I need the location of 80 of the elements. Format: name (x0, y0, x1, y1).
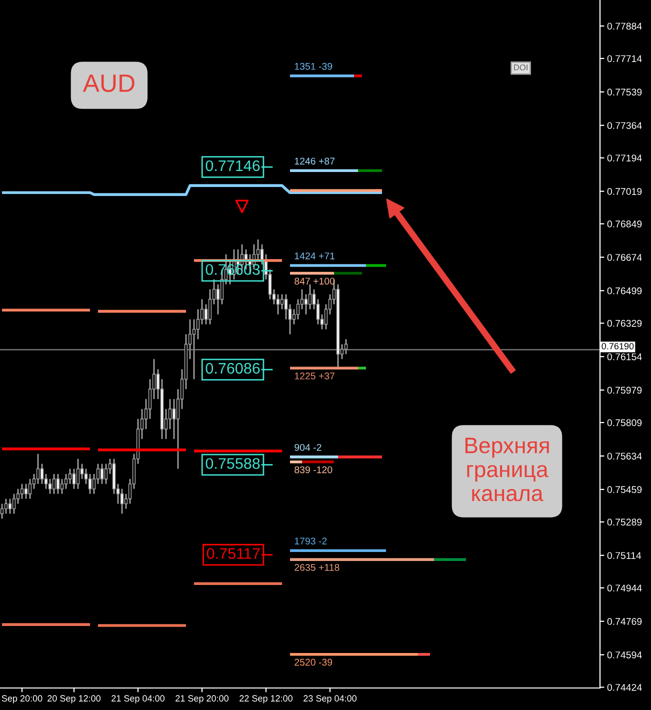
candlestick (172, 398, 176, 440)
annotation: AUD (82, 74, 134, 92)
series-label: 2520 -39 (294, 658, 332, 666)
y-tick-label: 0.76154 (607, 353, 642, 360)
candlestick (304, 294, 308, 316)
y-tick-label: 0.77364 (607, 122, 642, 129)
candlestick (344, 338, 348, 355)
y-tick-label: 0.75289 (607, 518, 642, 526)
candlestick (308, 284, 312, 310)
x-tick-label: 21 Sep 20:00 (176, 695, 229, 704)
candlestick (120, 488, 124, 514)
x-tick-label: Sep 20:00 (2, 695, 42, 704)
candlestick (12, 493, 16, 514)
candlestick (68, 468, 72, 485)
series-label: 1424 +71 (294, 252, 335, 260)
y-tick-label: 0.77884 (607, 22, 642, 30)
candlestick (200, 298, 204, 326)
candlestick (52, 473, 56, 495)
series-label: 1351 -39 (294, 62, 332, 70)
ref-line-label: 0.77146 (206, 160, 260, 172)
candlestick (8, 498, 12, 514)
y-tick-label: 0.77714 (607, 55, 642, 62)
y-tick-label: 0.76329 (607, 320, 642, 327)
annotation: Верхняя граница канала (465, 438, 549, 502)
y-tick-label: 0.76499 (607, 287, 642, 294)
candlestick (24, 483, 28, 500)
y-tick-label: 0.74594 (607, 651, 642, 658)
series-label: 1225 +37 (294, 372, 334, 380)
ref-line-label: 0.76086 (206, 362, 260, 374)
candlestick (20, 483, 24, 500)
candlestick (276, 294, 280, 316)
y-tick-label: 0.75979 (607, 386, 642, 394)
series-label: 1793 -2 (294, 538, 327, 545)
candlestick (4, 498, 8, 514)
candlestick (76, 458, 80, 490)
candlestick (36, 453, 40, 485)
y-tick-label: 0.74424 (607, 684, 642, 691)
y-tick-label: 0.74944 (607, 584, 642, 592)
candlestick (104, 463, 108, 485)
ref-line-label: 0.75117 (206, 548, 260, 559)
candlestick (280, 294, 284, 310)
y-tick-label: 0.77539 (607, 88, 642, 96)
candlestick (88, 473, 92, 495)
candlestick (208, 288, 212, 326)
text: DOI (514, 64, 528, 70)
y-tick-label: 0.76849 (607, 220, 642, 228)
candlestick (296, 298, 300, 320)
series-label: 1246 +87 (294, 158, 334, 165)
candlestick (0, 503, 4, 520)
candlestick (196, 308, 200, 340)
y-tick-label: 0.75114 (607, 552, 642, 559)
candlestick (56, 473, 60, 495)
x-tick-label: 22 Sep 12:00 (240, 695, 293, 704)
y-tick-label: 0.74769 (607, 618, 642, 625)
ref-line-label: 0.76190 (602, 342, 634, 350)
candlestick (72, 468, 76, 490)
y-tick-label: 0.75809 (607, 419, 642, 426)
candlestick (60, 478, 64, 495)
y-tick-label: 0.75634 (607, 452, 642, 460)
y-tick-label: 0.77019 (607, 188, 642, 195)
y-tick-label: 0.77194 (607, 154, 642, 162)
candlestick (40, 463, 44, 485)
candlestick (48, 478, 52, 495)
x-tick-label: 20 Sep 12:00 (48, 695, 101, 704)
ref-line-label: 0.75588 (206, 458, 260, 469)
series-label: 839 -120 (294, 466, 332, 474)
x-tick-label: 23 Sep 04:00 (304, 695, 357, 704)
y-tick-label: 0.76674 (607, 254, 642, 261)
candlestick (64, 473, 68, 490)
candlestick (100, 463, 104, 485)
candlestick (192, 318, 196, 380)
line-series (0, 184, 384, 196)
series-label: 904 -2 (294, 444, 322, 451)
y-tick-label: 0.75459 (607, 486, 642, 494)
x-tick-label: 21 Sep 04:00 (112, 695, 165, 704)
candlestick (168, 398, 172, 430)
candlestick (28, 478, 32, 500)
candlestick (148, 378, 152, 420)
series-label: 2635 +118 (294, 564, 340, 571)
candlestick (284, 294, 288, 320)
